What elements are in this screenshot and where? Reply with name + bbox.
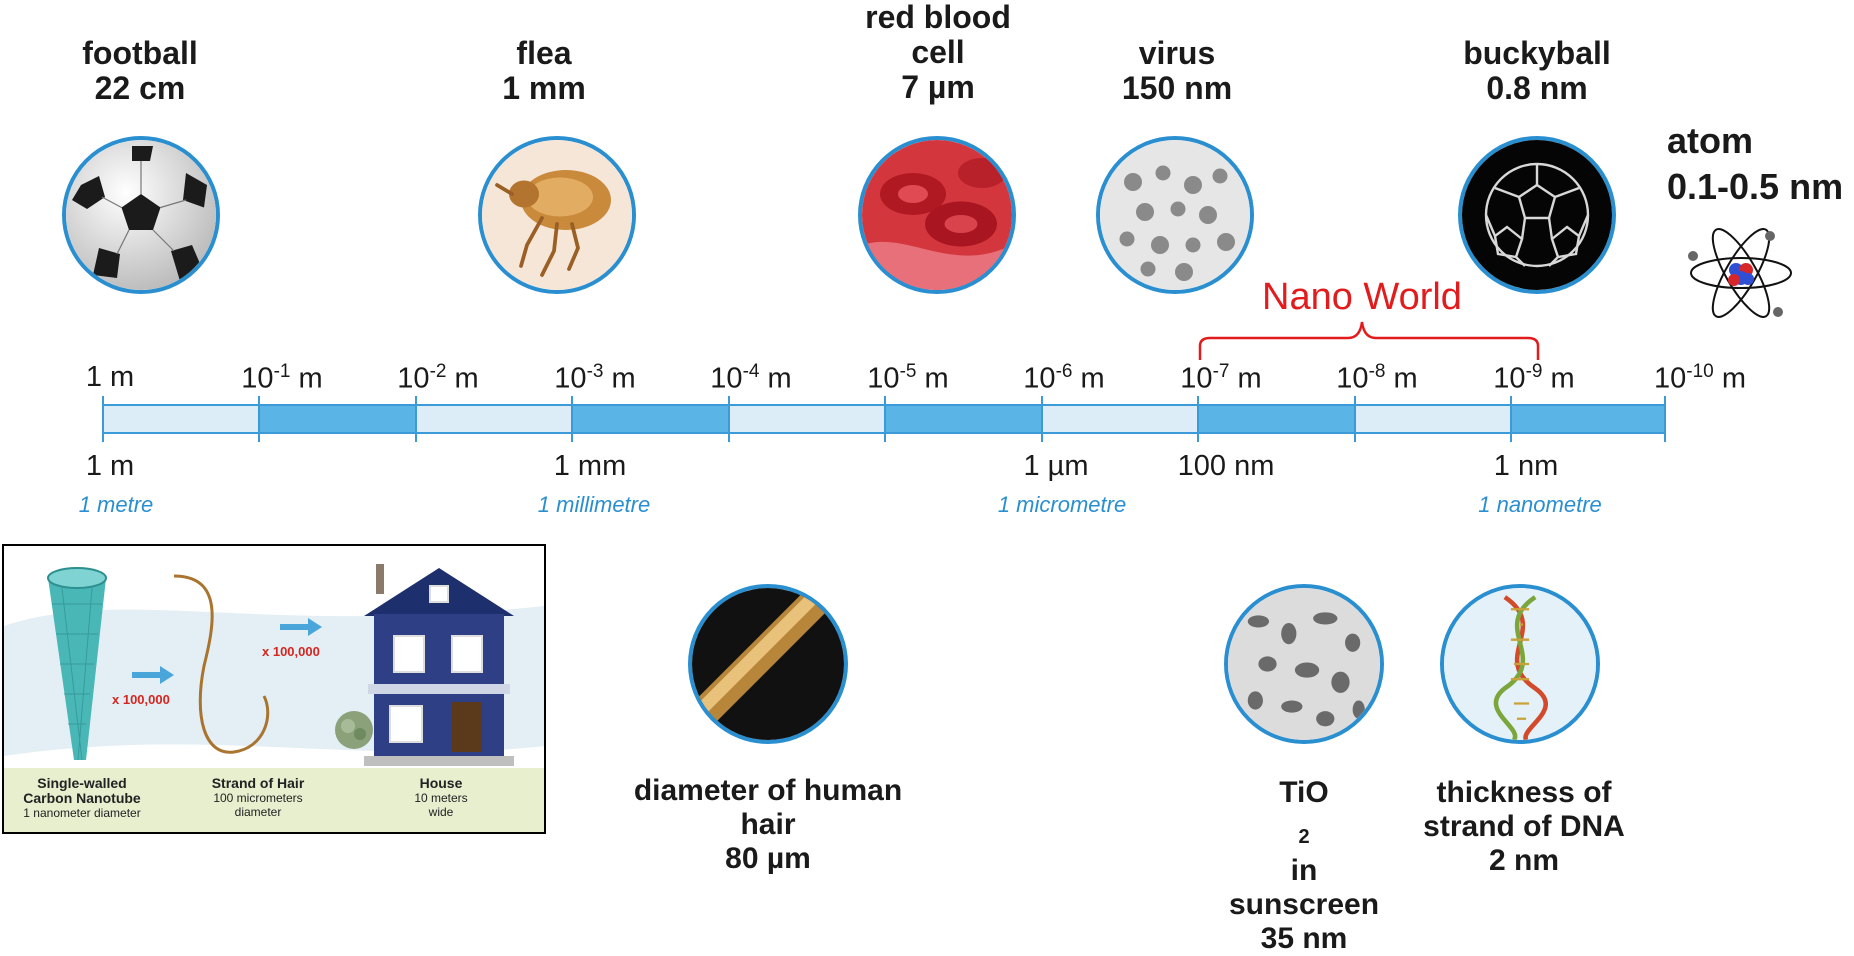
buckyball-title: buckyball 0.8 nm	[1407, 36, 1667, 106]
virus-size: 150 nm	[1121, 70, 1233, 106]
football-size: 22 cm	[94, 70, 186, 106]
virus-label: virus	[1138, 35, 1216, 71]
atom-size: 0.1-0.5 nm	[1667, 166, 1844, 207]
scale-comparison-inset: x 100,000 x 100,000 Single-walled Carbon…	[2, 544, 546, 834]
tick-label-top: 10-1 m	[241, 361, 323, 395]
tick-mark	[1354, 396, 1356, 442]
arrow-right-icon	[280, 618, 322, 636]
tick-label-bottom: 100 nm	[1177, 450, 1275, 482]
inset-label-nanotube: Single-walled Carbon Nanotube 1 nanomete…	[23, 775, 141, 821]
flea-size: 1 mm	[502, 70, 586, 106]
red-blood-cell-label-line1: red blood	[865, 0, 1011, 35]
tick-label-top: 10-4 m	[710, 361, 792, 395]
tick-name-bottom: 1 micrometre	[997, 492, 1127, 517]
tick-name-bottom: 1 nanometre	[1478, 492, 1602, 517]
atom-icon	[1688, 228, 1792, 318]
shrub-icon	[335, 711, 373, 749]
scale-segment-8	[1199, 406, 1356, 432]
red-blood-cell-label-line2: cell	[911, 34, 965, 70]
arrow-right-icon	[132, 666, 174, 684]
tick-mark	[415, 396, 417, 442]
scale-segment-7	[1043, 406, 1199, 432]
tick-label-top: 10-10 m	[1654, 361, 1746, 395]
tick-label-top: 10-2 m	[397, 361, 479, 395]
atom-title: atom 0.1-0.5 nm	[1667, 118, 1843, 210]
human-hair-icon	[688, 584, 848, 744]
tick-mark	[258, 396, 260, 442]
buckyball-size: 0.8 nm	[1486, 70, 1588, 106]
tick-label-top: 10-5 m	[867, 361, 949, 395]
scale-segment-5	[730, 406, 886, 432]
nano-world-label: Nano World	[1262, 276, 1462, 318]
football-title: football 22 cm	[10, 36, 270, 106]
tio2-particles-icon	[1224, 584, 1384, 744]
scale-segment-1	[104, 406, 260, 432]
football-label: football	[82, 35, 198, 71]
tick-label-bottom: 1 µm	[1023, 450, 1089, 482]
inset-label-hair: Strand of Hair 100 micrometers diameter	[211, 775, 305, 820]
red-blood-cell-title: red blood cell 7 µm	[808, 0, 1068, 105]
dna-title: thickness of strand of DNA 2 nm	[1423, 776, 1625, 877]
dna-icon	[1440, 584, 1600, 744]
flea-icon	[478, 136, 636, 294]
tick-mark	[1041, 396, 1043, 442]
atom-label: atom	[1667, 120, 1754, 161]
multiplier-label: x 100,000	[262, 644, 320, 659]
tick-name-bottom: 1 millimetre	[537, 492, 651, 517]
hair-strand-icon	[173, 574, 270, 754]
red-blood-cell-icon	[858, 136, 1016, 294]
carbon-nanotube-icon	[47, 567, 107, 761]
inset-label-house: House 10 meters wide	[414, 775, 468, 820]
nano-world-bracket	[1198, 321, 1540, 360]
tick-label-bottom: 1 mm	[553, 450, 627, 482]
scale-segment-10	[1512, 406, 1664, 432]
tick-mark	[102, 396, 104, 442]
tick-label-top: 10-8 m	[1336, 361, 1418, 395]
tick-mark	[571, 396, 573, 442]
scale-segment-4	[573, 406, 730, 432]
scale-segment-6	[886, 406, 1043, 432]
scale-segment-2	[260, 406, 417, 432]
tick-mark	[1664, 396, 1666, 442]
tick-label-bottom: 1 m	[85, 450, 135, 482]
tick-label-top: 1 m	[85, 361, 135, 393]
tick-label-top: 10-3 m	[554, 361, 636, 395]
human-hair-title: diameter of human hair 80 µm	[633, 774, 903, 875]
flea-label: flea	[516, 35, 572, 71]
tick-label-top: 10-6 m	[1023, 361, 1105, 395]
flea-title: flea 1 mm	[414, 36, 674, 106]
multiplier-label: x 100,000	[112, 692, 170, 707]
buckyball-icon	[1458, 136, 1616, 294]
tio2-title: TiO 2 in sunscreen 35 nm	[1228, 776, 1380, 955]
tick-mark	[1510, 396, 1512, 442]
tick-mark	[1197, 396, 1199, 442]
tick-mark	[728, 396, 730, 442]
scale-segment-9	[1356, 406, 1512, 432]
tick-mark	[884, 396, 886, 442]
football-icon	[62, 136, 220, 294]
tick-label-top: 10-9 m	[1493, 361, 1575, 395]
house-icon	[364, 564, 514, 766]
scale-segment-3	[417, 406, 573, 432]
tick-label-top: 10-7 m	[1180, 361, 1262, 395]
virus-icon	[1096, 136, 1254, 294]
tick-label-bottom: 1 nm	[1493, 450, 1559, 482]
red-blood-cell-size: 7 µm	[901, 69, 975, 105]
tick-name-bottom: 1 metre	[78, 492, 154, 517]
virus-title: virus 150 nm	[1047, 36, 1307, 106]
buckyball-label: buckyball	[1463, 35, 1611, 71]
